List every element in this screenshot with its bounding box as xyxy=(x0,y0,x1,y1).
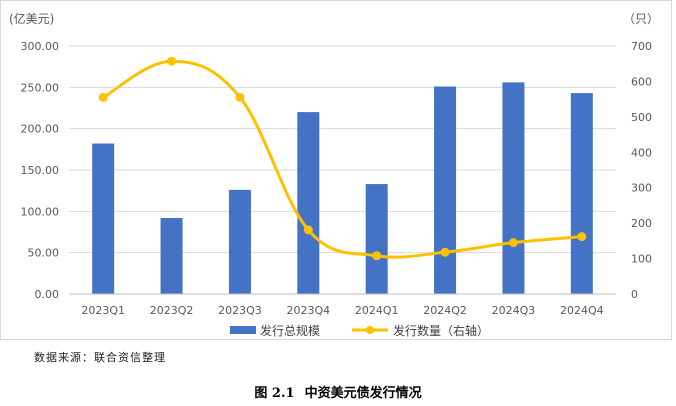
line-point-2023Q3 xyxy=(235,92,245,102)
right-tick-label: 500 xyxy=(631,111,652,124)
legend-bar-swatch xyxy=(230,326,256,334)
right-tick-label: 300 xyxy=(631,182,652,195)
left-tick-label: 100.00 xyxy=(21,205,60,218)
bar-2024Q3 xyxy=(502,82,525,294)
line-point-2024Q1 xyxy=(372,251,382,261)
legend-line-marker xyxy=(366,326,374,334)
x-tick-label: 2024Q4 xyxy=(560,304,604,317)
right-tick-label: 700 xyxy=(631,40,652,53)
gridlines xyxy=(69,45,616,254)
x-tick-label: 2024Q3 xyxy=(492,304,536,317)
right-tick-label: 200 xyxy=(631,217,652,230)
bar-2024Q2 xyxy=(434,86,457,294)
line-point-2024Q3 xyxy=(508,238,518,248)
figure-title: 中资美元债发行情况 xyxy=(304,386,422,401)
left-tick-label: 200.00 xyxy=(21,123,60,136)
left-tick-label: 150.00 xyxy=(21,164,60,177)
chart-frame: 0.00 50.00 100.00 150.00 200.00 250.00 300.00 0… xyxy=(0,0,672,340)
bar-2024Q4 xyxy=(570,93,593,295)
right-tick-label: 0 xyxy=(631,288,638,301)
left-axis-unit: (亿美元) xyxy=(9,11,54,26)
line-point-2024Q4 xyxy=(577,232,587,242)
legend: 发行总规模 发行数量（右轴） xyxy=(230,323,489,338)
x-tick-label: 2023Q1 xyxy=(81,304,125,317)
left-tick-label: 50.00 xyxy=(28,247,60,260)
line-point-2023Q4 xyxy=(303,225,313,235)
bar-series xyxy=(92,82,593,295)
x-tick-label: 2023Q3 xyxy=(218,304,262,317)
bar-2023Q1 xyxy=(92,143,115,294)
source-note: 数据来源：联合资信整理 xyxy=(34,351,166,364)
chart: 0.00 50.00 100.00 150.00 200.00 250.00 300.00 0… xyxy=(9,11,659,338)
line-point-2024Q2 xyxy=(440,247,450,257)
right-tick-label: 600 xyxy=(631,75,652,88)
axes: 0.00 50.00 100.00 150.00 200.00 250.00 300.00 0… xyxy=(21,40,653,317)
bar-2023Q3 xyxy=(228,189,251,294)
legend-bar-label: 发行总规模 xyxy=(260,323,320,338)
x-tick-label: 2023Q4 xyxy=(286,304,330,317)
line-point-2023Q1 xyxy=(98,92,108,102)
bar-2023Q4 xyxy=(297,112,320,294)
right-tick-label: 400 xyxy=(631,146,652,159)
right-axis-unit: （只） xyxy=(623,12,659,26)
x-tick-label: 2024Q2 xyxy=(423,304,467,317)
bar-2024Q1 xyxy=(365,184,388,294)
x-tick-label: 2023Q2 xyxy=(150,304,194,317)
left-tick-label: 0.00 xyxy=(35,288,60,301)
figure-number: 图 2.1 xyxy=(254,386,295,401)
x-tick-label: 2024Q1 xyxy=(355,304,399,317)
figure-caption: 图 2.1 中资美元债发行情况 xyxy=(0,382,676,401)
right-tick-label: 100 xyxy=(631,253,652,266)
line-point-2023Q2 xyxy=(167,56,177,66)
left-tick-label: 250.00 xyxy=(21,81,60,94)
line-series xyxy=(98,56,587,261)
legend-line-label: 发行数量（右轴） xyxy=(393,323,489,338)
left-tick-label: 300.00 xyxy=(21,40,60,53)
line-path xyxy=(102,59,582,259)
bar-2023Q2 xyxy=(160,217,183,294)
